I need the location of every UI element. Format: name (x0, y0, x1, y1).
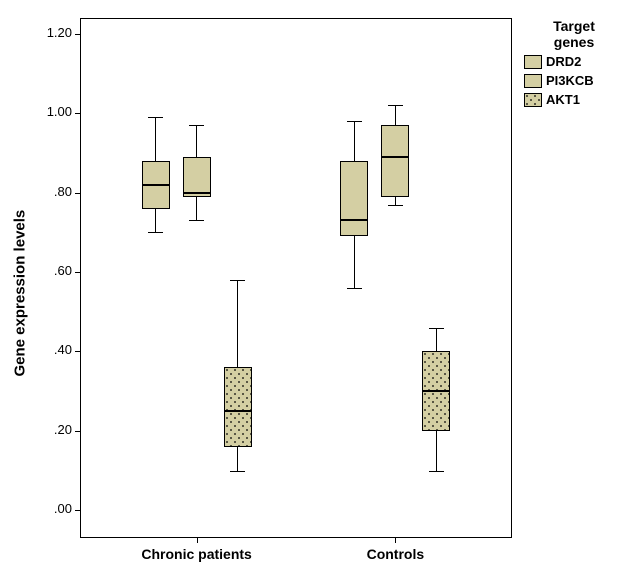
ytick-label: 1.20 (0, 25, 72, 40)
median-line (381, 156, 409, 158)
whisker-cap-lower (429, 471, 444, 472)
whisker-lower (354, 236, 355, 288)
median-line (224, 410, 252, 412)
ytick-mark (75, 272, 80, 273)
legend-swatch (524, 55, 542, 69)
ytick-mark (75, 193, 80, 194)
whisker-lower (237, 447, 238, 471)
legend-row: PI3KCB (524, 73, 624, 88)
whisker-lower (395, 197, 396, 205)
whisker-lower (436, 431, 437, 471)
legend-swatch (524, 93, 542, 107)
box (340, 161, 368, 236)
whisker-upper (354, 121, 355, 161)
whisker-upper (196, 125, 197, 157)
ytick-mark (75, 113, 80, 114)
y-axis-label: Gene expression levels (12, 177, 29, 377)
whisker-upper (155, 117, 156, 161)
whisker-cap-lower (347, 288, 362, 289)
whisker-lower (196, 197, 197, 221)
xtick-mark (197, 538, 198, 543)
legend-label: DRD2 (546, 54, 581, 69)
legend-label: PI3KCB (546, 73, 594, 88)
plot-area (80, 18, 512, 538)
ytick-mark (75, 431, 80, 432)
whisker-lower (155, 209, 156, 233)
whisker-cap-upper (230, 280, 245, 281)
legend-row: AKT1 (524, 92, 624, 107)
xtick-label: Controls (305, 546, 485, 562)
whisker-upper (436, 328, 437, 352)
xtick-mark (395, 538, 396, 543)
legend: Target genes DRD2 PI3KCB AKT1 (524, 18, 624, 107)
legend-row: DRD2 (524, 54, 624, 69)
whisker-cap-upper (429, 328, 444, 329)
whisker-upper (237, 280, 238, 367)
legend-label: AKT1 (546, 92, 580, 107)
whisker-cap-lower (388, 205, 403, 206)
median-line (142, 184, 170, 186)
whisker-upper (395, 105, 396, 125)
median-line (183, 192, 211, 194)
whisker-cap-lower (230, 471, 245, 472)
whisker-cap-upper (388, 105, 403, 106)
ytick-mark (75, 34, 80, 35)
median-line (422, 390, 450, 392)
ytick-label: .00 (0, 501, 72, 516)
box (381, 125, 409, 196)
xtick-label: Chronic patients (107, 546, 287, 562)
ytick-label: .20 (0, 422, 72, 437)
whisker-cap-lower (148, 232, 163, 233)
box (183, 157, 211, 197)
whisker-cap-lower (189, 220, 204, 221)
whisker-cap-upper (347, 121, 362, 122)
ytick-mark (75, 351, 80, 352)
legend-swatch (524, 74, 542, 88)
median-line (340, 219, 368, 221)
ytick-label: 1.00 (0, 104, 72, 119)
ytick-mark (75, 510, 80, 511)
whisker-cap-upper (189, 125, 204, 126)
box (224, 367, 252, 446)
legend-title: Target genes (524, 18, 624, 50)
whisker-cap-upper (148, 117, 163, 118)
